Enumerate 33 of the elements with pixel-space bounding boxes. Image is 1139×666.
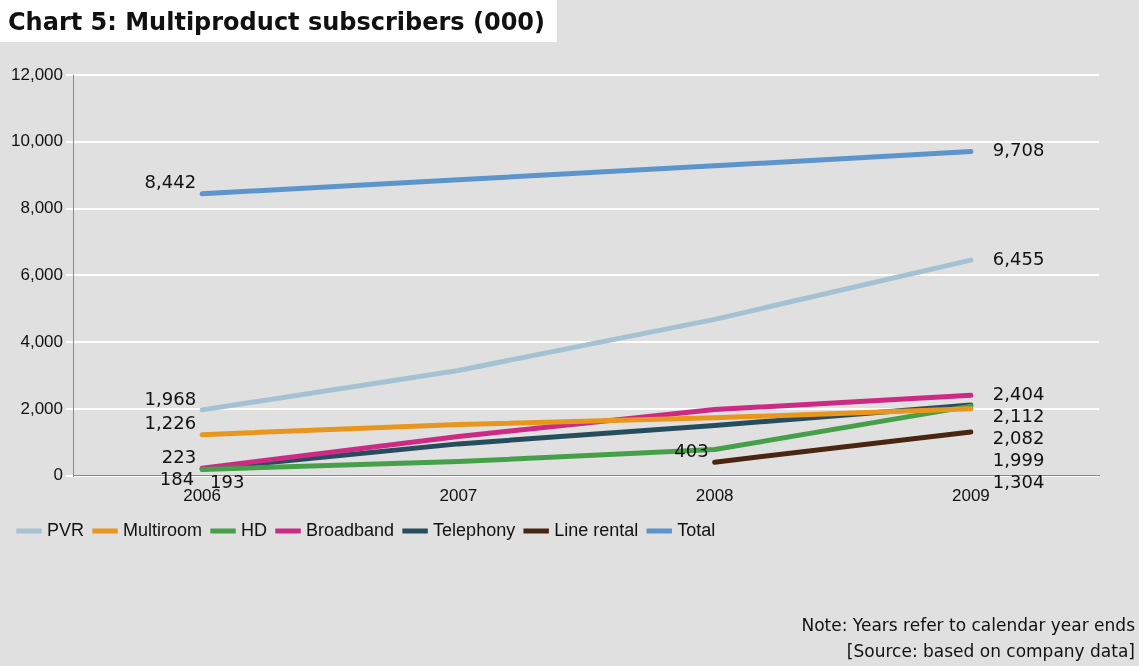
y-tick-label: 8,000 — [20, 198, 63, 218]
data-label: 1,226 — [144, 412, 197, 434]
y-tick-label: 0 — [53, 465, 63, 485]
data-label: 1,968 — [144, 387, 197, 409]
y-tick-label: 4,000 — [20, 331, 63, 351]
data-label: 8,442 — [144, 171, 197, 193]
y-tick-label: 10,000 — [11, 131, 63, 151]
chart-title: Chart 5: Multiproduct subscribers (000) — [0, 0, 558, 42]
data-label: 6,455 — [992, 247, 1045, 269]
data-label: 184 — [159, 468, 195, 490]
legend-label: Line rental — [554, 519, 639, 540]
legend-label: Multiroom — [123, 519, 203, 540]
x-tick-label: 2007 — [439, 486, 478, 506]
data-label: 9,708 — [992, 139, 1045, 161]
text: [Source: based on company data] — [845, 640, 1135, 663]
data-label: 2,112 — [992, 405, 1045, 427]
legend-label: PVR — [47, 519, 85, 540]
data-label: 2,082 — [992, 427, 1045, 449]
data-label: 1,999 — [992, 449, 1045, 471]
data-label: 1,304 — [992, 471, 1045, 493]
y-tick-label: 2,000 — [20, 398, 63, 418]
legend-label: HD — [241, 519, 268, 540]
legend-label: Telephony — [433, 519, 516, 540]
x-tick-label: 2009 — [951, 486, 990, 506]
data-label: 223 — [161, 445, 197, 467]
y-tick-label: 6,000 — [20, 264, 63, 284]
y-tick-label: 12,000 — [11, 64, 63, 84]
data-label: 2,404 — [992, 383, 1045, 405]
data-label: 403 — [674, 439, 709, 461]
text: Note: Years refer to calendar year ends — [801, 614, 1135, 637]
x-tick-label: 2008 — [695, 486, 734, 506]
legend-label: Total — [677, 519, 716, 540]
legend-label: Broadband — [306, 519, 395, 540]
